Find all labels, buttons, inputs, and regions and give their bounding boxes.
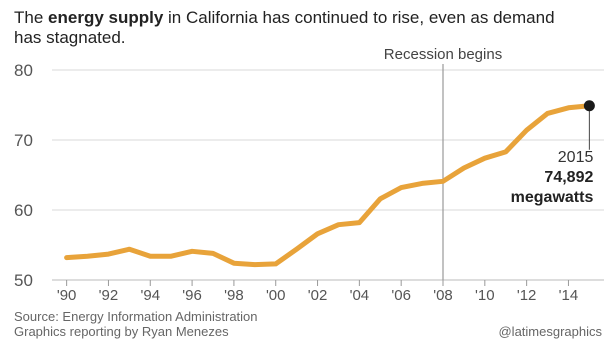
x-tick-label: '96 bbox=[182, 287, 202, 304]
credit-text: Graphics reporting by Ryan Menezes bbox=[14, 324, 229, 339]
y-axis-ticks: 50 60 70 80 bbox=[14, 61, 33, 290]
y-tick-label: 80 bbox=[14, 61, 33, 80]
recession-marker: Recession begins bbox=[384, 46, 502, 280]
callout-unit: megawatts bbox=[511, 189, 594, 206]
x-tick-label: '90 bbox=[57, 287, 77, 304]
x-tick-label: '00 bbox=[266, 287, 286, 304]
endpoint-dot bbox=[583, 100, 595, 112]
x-tick-label: '94 bbox=[140, 287, 160, 304]
callout-value: 74,892 bbox=[544, 169, 593, 186]
x-tick-label: '92 bbox=[99, 287, 119, 304]
endpoint-callout: 2015 74,892 megawatts bbox=[511, 100, 595, 206]
x-tick-label: '12 bbox=[517, 287, 537, 304]
recession-label: Recession begins bbox=[384, 46, 502, 63]
y-tick-label: 50 bbox=[14, 271, 33, 290]
supply-line bbox=[64, 103, 592, 268]
y-tick-label: 70 bbox=[14, 131, 33, 150]
x-tick-label: '14 bbox=[559, 287, 579, 304]
footer-handle: @latimesgraphics bbox=[498, 324, 602, 339]
gridlines bbox=[52, 69, 604, 281]
x-tick-label: '08 bbox=[433, 287, 453, 304]
chart-title: The energy supply in California has cont… bbox=[14, 8, 555, 47]
source-text: Source: Energy Information Administratio… bbox=[14, 309, 258, 324]
x-tick-label: '10 bbox=[475, 287, 495, 304]
x-tick-label: '98 bbox=[224, 287, 244, 304]
footer-source: Source: Energy Information Administratio… bbox=[14, 309, 258, 339]
x-tick-label: '06 bbox=[391, 287, 411, 304]
y-tick-label: 60 bbox=[14, 201, 33, 220]
title-bold-phrase: energy supply bbox=[48, 8, 164, 27]
callout-year: 2015 bbox=[558, 149, 594, 166]
x-tick-label: '04 bbox=[350, 287, 370, 304]
x-axis-ticks: '90 '92 '94 '96 '98 '00 '02 '04 '06 '08 '10 '12 '14 bbox=[57, 280, 578, 304]
x-tick-label: '02 bbox=[308, 287, 328, 304]
